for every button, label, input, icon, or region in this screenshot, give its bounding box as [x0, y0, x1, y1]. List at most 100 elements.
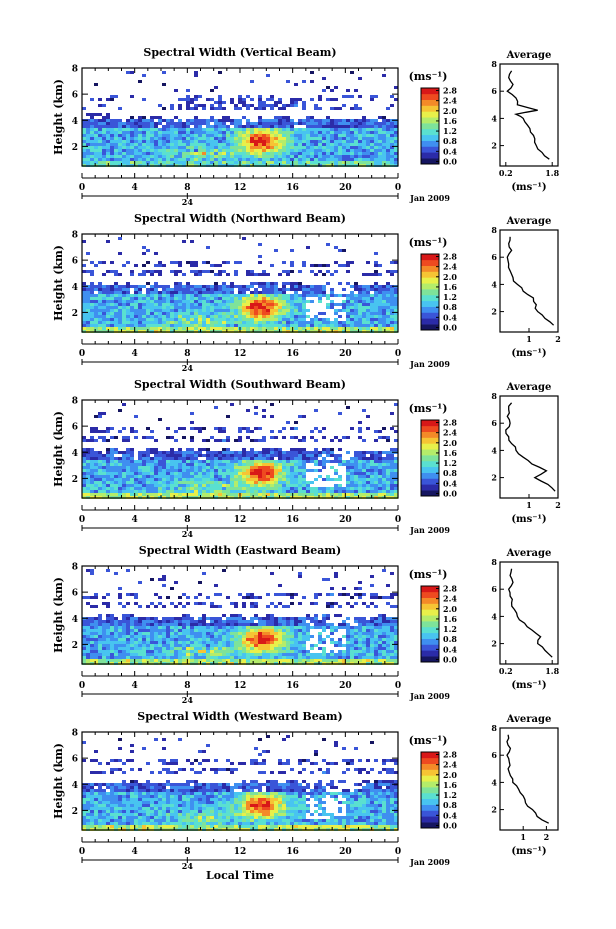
heatmap-cell — [138, 288, 142, 291]
heatmap-cell — [162, 264, 166, 267]
heatmap-cell — [138, 644, 142, 647]
heatmap-cell — [274, 321, 278, 324]
heatmap-cell — [378, 291, 382, 294]
heatmap-cell — [214, 152, 218, 155]
heatmap-cell — [202, 128, 206, 131]
heatmap-cell — [126, 327, 130, 330]
heatmap-cell — [346, 303, 350, 306]
heatmap-cell — [146, 143, 150, 146]
heatmap-cell — [102, 300, 106, 303]
heatmap-cell — [342, 125, 346, 128]
heatmap-cell — [354, 306, 358, 309]
heatmap-cell — [114, 484, 118, 487]
heatmap-cell — [98, 620, 102, 623]
heatmap-cell — [226, 125, 230, 128]
heatmap-cell — [338, 146, 342, 149]
heatmap-cell — [370, 95, 374, 98]
heatmap-cell — [354, 128, 358, 131]
heatmap-cell — [378, 463, 382, 466]
heatmap-cell — [166, 146, 170, 149]
heatmap-cell — [82, 659, 86, 662]
heatmap-cell — [130, 137, 134, 140]
heatmap-cell — [238, 152, 242, 155]
heatmap-cell — [294, 451, 298, 454]
heatmap-cell — [170, 466, 174, 469]
heatmap-cell — [278, 315, 282, 318]
heatmap-cell — [298, 478, 302, 481]
heatmap-cell — [110, 647, 114, 650]
heatmap-cell — [214, 300, 218, 303]
heatmap-cell — [222, 291, 226, 294]
heatmap-cell — [118, 641, 122, 644]
heatmap-cell — [126, 297, 130, 300]
heatmap-cell — [154, 161, 158, 164]
heatmap-cell — [242, 291, 246, 294]
heatmap-cell — [222, 122, 226, 125]
heatmap-cell — [138, 647, 142, 650]
heatmap-cell — [202, 478, 206, 481]
heatmap-cell — [154, 463, 158, 466]
heatmap-cell — [282, 309, 286, 312]
colorbar-swatch — [421, 455, 439, 462]
heatmap-cell — [106, 635, 110, 638]
heatmap-cell — [166, 327, 170, 330]
heatmap-cell — [190, 288, 194, 291]
heatmap-cell — [258, 158, 262, 161]
heatmap-cell — [210, 137, 214, 140]
heatmap-cell — [330, 327, 334, 330]
heatmap-cell — [110, 303, 114, 306]
heatmap-cell — [390, 321, 394, 324]
heatmap-cell — [394, 475, 398, 478]
heatmap-cell — [170, 161, 174, 164]
heatmap-cell — [326, 327, 330, 330]
heatmap-cell — [130, 593, 134, 596]
heatmap-cell — [190, 128, 194, 131]
heatmap-cell — [302, 264, 306, 267]
heatmap-cell — [298, 321, 302, 324]
heatmap-cell — [118, 623, 122, 626]
heatmap-cell — [182, 475, 186, 478]
profile-y-tick-label: 8 — [491, 391, 497, 401]
heatmap-cell — [242, 137, 246, 140]
heatmap-cell — [222, 451, 226, 454]
heatmap-cell — [394, 403, 398, 406]
heatmap-cell — [114, 306, 118, 309]
heatmap-cell — [98, 617, 102, 620]
heatmap-cell — [114, 478, 118, 481]
heatmap-cell — [94, 644, 98, 647]
heatmap-cell — [282, 327, 286, 330]
heatmap-cell — [370, 161, 374, 164]
heatmap-cell — [122, 605, 126, 608]
heatmap-cell — [378, 134, 382, 137]
heatmap-cell — [138, 125, 142, 128]
heatmap-cell — [354, 146, 358, 149]
heatmap-cell — [262, 448, 266, 451]
heatmap-cell — [110, 98, 114, 101]
heatmap-cell — [262, 131, 266, 134]
heatmap-cell — [366, 291, 370, 294]
heatmap-cell — [258, 463, 262, 466]
heatmap-cell — [302, 146, 306, 149]
heatmap-cell — [102, 158, 106, 161]
heatmap-cell — [330, 451, 334, 454]
heatmap-cell — [242, 493, 246, 496]
heatmap-cell — [98, 285, 102, 288]
heatmap-cell — [386, 481, 390, 484]
heatmap-cell — [158, 104, 162, 107]
heatmap-cell — [210, 149, 214, 152]
heatmap-cell — [230, 457, 234, 460]
heatmap-cell — [82, 306, 86, 309]
heatmap-cell — [254, 282, 258, 285]
heatmap-cell — [86, 300, 90, 303]
heatmap-cell — [290, 460, 294, 463]
heatmap-cell — [282, 457, 286, 460]
heatmap-cell — [138, 134, 142, 137]
heatmap-cell — [330, 98, 334, 101]
heatmap-cell — [198, 270, 202, 273]
heatmap-cell — [274, 460, 278, 463]
heatmap-cell — [346, 463, 350, 466]
x-tick-label: 12 — [234, 349, 247, 359]
heatmap-cell — [394, 297, 398, 300]
heatmap-cell — [114, 95, 118, 98]
heatmap-cell — [246, 481, 250, 484]
